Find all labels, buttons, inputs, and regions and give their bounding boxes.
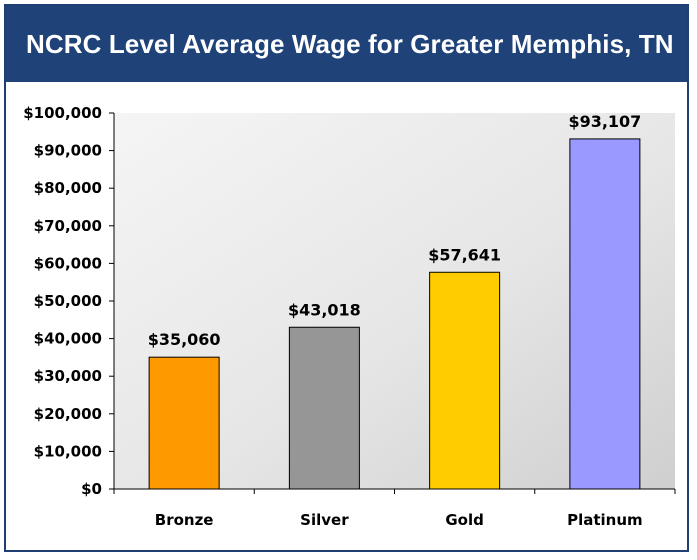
bar-silver [288, 326, 360, 490]
chart-title: NCRC Level Average Wage for Greater Memp… [26, 28, 674, 59]
y-tick-label: $60,000 [34, 254, 102, 272]
x-tick-label-silver: Silver [300, 511, 349, 529]
y-tick-label: $10,000 [34, 442, 102, 460]
y-tick-label: $100,000 [23, 104, 102, 122]
bars [148, 138, 641, 490]
data-label-platinum: $93,107 [568, 112, 641, 131]
y-axis: $0 $10,000 $20,000 $30,000 $40,000 $50,000 $60… [23, 104, 115, 498]
y-tick-label: $30,000 [34, 367, 102, 385]
y-tick-label: $0 [81, 480, 102, 498]
x-tick-label-gold: Gold [445, 511, 484, 529]
data-label-bronze: $35,060 [148, 330, 221, 349]
data-label-silver: $43,018 [288, 300, 361, 319]
title-bar: NCRC Level Average Wage for Greater Memp… [6, 6, 687, 82]
bar-gold [429, 271, 501, 490]
y-tick-label: $90,000 [34, 142, 102, 160]
x-axis: Bronze Silver Gold Platinum [113, 488, 676, 529]
y-tick-label: $80,000 [34, 179, 102, 197]
bar-bronze [148, 356, 220, 490]
x-tick-label-bronze: Bronze [155, 511, 214, 529]
bar-platinum [569, 138, 641, 490]
data-label-gold: $57,641 [428, 245, 501, 264]
data-labels: $35,060 $43,018 $57,641 $93,107 [148, 112, 642, 349]
x-tick-label-platinum: Platinum [567, 511, 643, 529]
y-tick-label: $50,000 [34, 292, 102, 310]
y-tick-label: $20,000 [34, 405, 102, 423]
y-tick-label: $70,000 [34, 217, 102, 235]
y-tick-label: $40,000 [34, 330, 102, 348]
